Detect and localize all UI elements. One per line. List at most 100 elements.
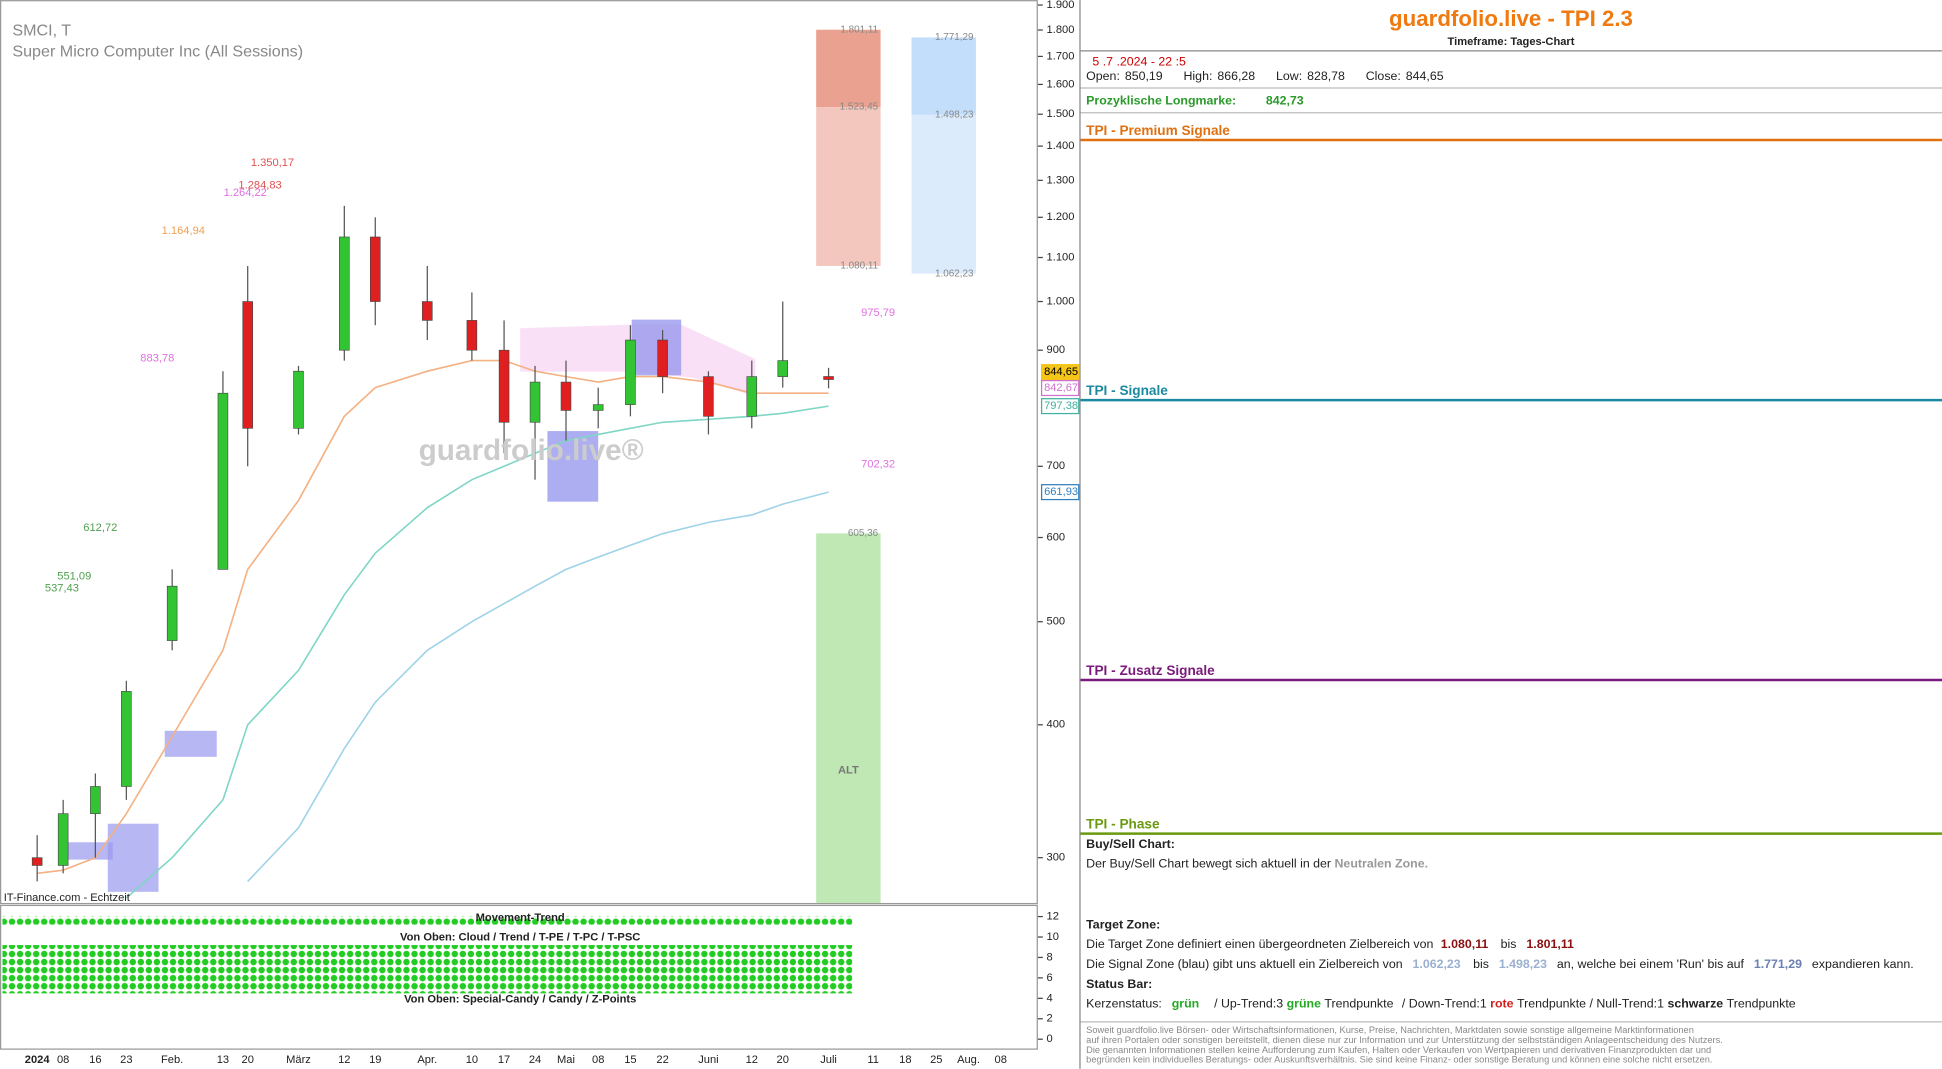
zone-upper [911, 37, 976, 115]
status: schwarze [1667, 997, 1723, 1011]
disclaimer: auf ihren Portalen oder sonstigen bereit… [1086, 1035, 1723, 1045]
y-tick-label: 1.300 [1047, 174, 1075, 186]
candle-body [121, 691, 132, 787]
text: / Up-Trend:3 [1214, 997, 1283, 1011]
annotation: 1.164,94 [162, 225, 205, 237]
alt-zone-value: 605,36 [848, 528, 879, 539]
chart-subtitle: Super Micro Computer Inc (All Sessions) [12, 42, 303, 60]
value: 1.062,23 [1413, 957, 1461, 971]
x-tick-label: Mai [557, 1054, 575, 1066]
moving-average [247, 491, 829, 882]
x-tick-label: 12 [746, 1054, 758, 1066]
price-flag-label: 844,65 [1044, 366, 1078, 378]
price-flag [1040, 364, 1080, 381]
longmarke-value: 842,73 [1266, 94, 1304, 108]
status: rote [1490, 997, 1513, 1011]
x-tick-label: Juli [820, 1054, 837, 1066]
x-tick-label: 23 [120, 1054, 132, 1066]
info-panel: guardfolio.live - TPI 2.3 Timeframe: Tag… [1079, 6, 1942, 1065]
y-tick-label: 700 [1047, 460, 1066, 472]
y-tick-label: 1.200 [1047, 211, 1075, 223]
zone: Neutralen Zone. [1335, 857, 1429, 871]
x-tick-label: 13 [217, 1054, 229, 1066]
annotation: 1.264,22 [224, 187, 267, 199]
candle-body [422, 301, 433, 321]
zone-upper [816, 29, 881, 108]
signal-text: Die Signal Zone (blau) gibt uns aktuell … [1086, 957, 1914, 971]
section-title: TPI - Signale [1086, 383, 1168, 398]
text: Trendpunkte [1727, 997, 1796, 1011]
y-tick-label: 1.000 [1047, 295, 1075, 307]
ohlc-value: 866,28 [1217, 69, 1255, 83]
x-tick-label: 22 [656, 1054, 668, 1066]
candle-body [90, 786, 101, 814]
value: 1.498,23 [1499, 957, 1547, 971]
candle-body [529, 381, 541, 423]
annotation: 883,78 [140, 353, 174, 365]
x-tick-label: 12 [338, 1054, 350, 1066]
price-flag [1040, 379, 1080, 397]
candle-body [746, 376, 758, 417]
ohlc-label: Open: [1086, 69, 1120, 83]
alt-zone-label: ALT [838, 764, 859, 776]
y-tick-label: 1.700 [1047, 50, 1075, 62]
chart-title: SMCI, T [12, 21, 71, 39]
buysell-title: Buy/Sell Chart: [1086, 837, 1175, 851]
box [547, 431, 599, 502]
y-tick-label: 1.500 [1047, 108, 1075, 120]
text: Die Signal Zone (blau) gibt uns aktuell … [1086, 957, 1403, 971]
x-tick-label: 16 [89, 1054, 101, 1066]
ohlc: Open: 850,19 High: 866,28 Low: 828,78 Close… [1086, 69, 1444, 83]
target-title: Target Zone: [1086, 918, 1160, 932]
x-tick-label: 15 [624, 1054, 636, 1066]
candle-body [777, 360, 789, 377]
section-title: TPI - Premium Signale [1086, 123, 1230, 138]
price-flag-label: 797,38 [1044, 400, 1078, 412]
candle-body [57, 813, 69, 866]
x-tick-label: Feb. [161, 1054, 183, 1066]
text: expandieren kann. [1812, 957, 1914, 971]
main-chart: 1.801,11 1.523,45 1.080,11 1.771,29 1.498,23… [31, 24, 976, 903]
moving-average [37, 359, 829, 875]
indicator-label: Von Oben: Cloud / Trend / T-PE / T-PC / … [400, 932, 640, 944]
text: Trendpunkte [1517, 997, 1586, 1011]
candle-body [823, 376, 834, 380]
text: Trendpunkte [1324, 997, 1393, 1011]
zone-label: 1.498,23 [935, 109, 974, 120]
x-tick-label: 25 [930, 1054, 942, 1066]
candle-body [166, 585, 178, 641]
y-tick-label: 1.800 [1047, 24, 1075, 36]
candle-body [560, 381, 572, 411]
x-tick-label: 24 [529, 1054, 541, 1066]
candle-body [498, 349, 510, 423]
x-tick-label: 11 [867, 1054, 879, 1066]
buysell-text: Der Buy/Sell Chart bewegt sich aktuell i… [1086, 857, 1428, 871]
status: grün [1172, 997, 1200, 1011]
status-title: Status Bar: [1086, 977, 1152, 991]
candle-body [31, 857, 43, 866]
y-tick-label: 1.400 [1047, 140, 1075, 152]
x-tick-label: Aug. [957, 1054, 980, 1066]
section-title: TPI - Phase [1086, 817, 1160, 832]
candle-body [657, 339, 668, 377]
candle-body [242, 301, 253, 429]
text: Der Buy/Sell Chart bewegt sich aktuell i… [1086, 857, 1331, 871]
box [631, 319, 682, 376]
zone-label: 1.771,29 [935, 32, 974, 43]
x-tick-label: 2024 [25, 1054, 51, 1066]
status: grüne [1287, 997, 1321, 1011]
ohlc-label: Low: [1276, 69, 1302, 83]
status-text: Kerzenstatus: grün / Up-Trend:3 grüne Tren… [1086, 997, 1796, 1011]
text: bis [1473, 957, 1489, 971]
text: an, welche bei einem 'Run' bis auf [1557, 957, 1745, 971]
price-flag [1040, 398, 1080, 415]
y-tick-label: 300 [1047, 852, 1066, 864]
x-tick-label: 08 [592, 1054, 604, 1066]
y-tick-label: 600 [1047, 531, 1066, 543]
value: 1.801,11 [1526, 937, 1574, 951]
indicator-title: Movement-Trend [476, 912, 565, 924]
disclaimer: Soweit guardfolio.live Börsen- oder Wirt… [1086, 1025, 1694, 1035]
x-tick-label: März [286, 1054, 311, 1066]
